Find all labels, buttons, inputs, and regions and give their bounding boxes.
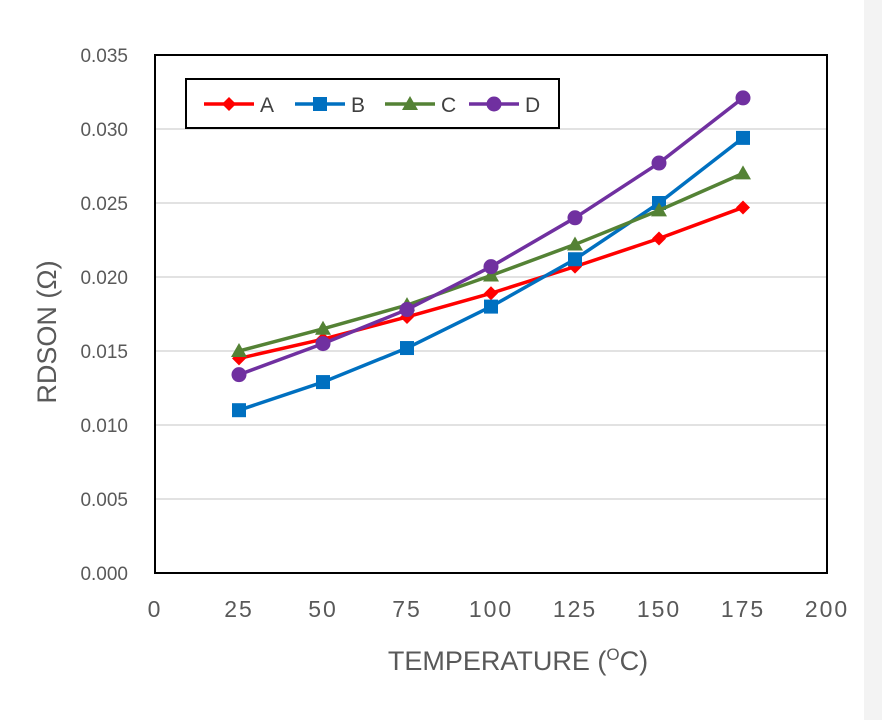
data-point-a <box>652 231 666 246</box>
x-tick-label: 100 <box>469 596 513 622</box>
data-point-c <box>483 267 499 282</box>
data-point-d <box>567 210 583 226</box>
data-point-d <box>399 302 415 318</box>
data-point-c <box>651 202 667 217</box>
series-a <box>232 200 750 366</box>
y-tick-label: 0.020 <box>80 268 128 289</box>
data-point-d <box>231 367 247 383</box>
x-tick-label: 0 <box>148 596 163 622</box>
x-tick-label: 200 <box>805 596 849 622</box>
data-point-c <box>231 343 247 357</box>
data-point-a <box>736 200 750 215</box>
y-tick-label: 0.015 <box>80 342 128 363</box>
y-tick-label: 0.000 <box>80 564 128 585</box>
y-tick-label: 0.035 <box>80 46 128 67</box>
x-tick-label: 50 <box>308 596 338 622</box>
data-point-b <box>316 375 330 390</box>
legend-label-b: B <box>351 94 365 117</box>
x-tick-label: 25 <box>224 596 254 622</box>
x-tick-label: 175 <box>721 596 765 622</box>
x-tick-label: 150 <box>637 596 681 622</box>
legend-label-c: C <box>441 94 456 117</box>
y-tick-label: 0.025 <box>80 194 128 215</box>
data-point-c <box>315 320 331 335</box>
data-point-d <box>315 336 331 352</box>
legend-marker-a <box>222 97 236 111</box>
data-point-b <box>400 341 414 356</box>
data-point-b <box>568 252 582 267</box>
tick-labels: 0.000 0.005 0.010 0.015 0.020 0.025 0.030 0.035… <box>80 46 849 622</box>
x-tick-label: 75 <box>392 596 422 622</box>
page-edge-strip <box>864 0 882 720</box>
y-tick-label: 0.010 <box>80 416 128 437</box>
data-point-d <box>651 155 667 171</box>
series-line-a <box>238 205 744 361</box>
legend-label-d: D <box>525 94 540 117</box>
x-tick-label: 125 <box>553 596 597 622</box>
data-point-d <box>735 90 751 106</box>
series-d <box>231 90 751 383</box>
data-point-c <box>735 165 751 180</box>
legend-label-a: A <box>260 94 274 117</box>
x-axis-title-superscript: O <box>606 645 619 664</box>
plot-area <box>154 54 828 574</box>
gridlines <box>155 54 827 574</box>
y-tick-label: 0.005 <box>80 490 128 511</box>
legend-marker-d <box>486 96 502 112</box>
legend: A B C D <box>185 78 560 129</box>
data-point-a <box>484 286 498 301</box>
line-chart: 0.000 0.005 0.010 0.015 0.020 0.025 0.030 0.035… <box>32 46 849 676</box>
series-layer <box>231 90 751 418</box>
y-tick-label: 0.030 <box>80 120 128 141</box>
legend-marker-b <box>313 97 327 111</box>
y-axis-title: RDSON (Ω) <box>32 260 62 403</box>
data-point-d <box>483 259 499 275</box>
data-point-b <box>736 130 750 145</box>
x-axis-title: TEMPERATURE (OC) <box>388 645 648 676</box>
data-point-b <box>484 299 498 314</box>
legend-marker-c <box>402 96 418 110</box>
data-point-b <box>232 403 246 418</box>
data-point-c <box>567 236 583 251</box>
